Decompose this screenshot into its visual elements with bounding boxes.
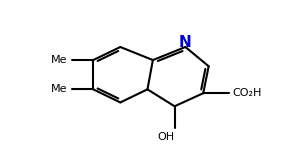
Text: Me: Me	[51, 55, 68, 65]
Text: OH: OH	[157, 132, 175, 142]
Text: CO₂H: CO₂H	[232, 88, 261, 98]
Text: Me: Me	[51, 84, 68, 94]
Text: N: N	[179, 35, 192, 50]
